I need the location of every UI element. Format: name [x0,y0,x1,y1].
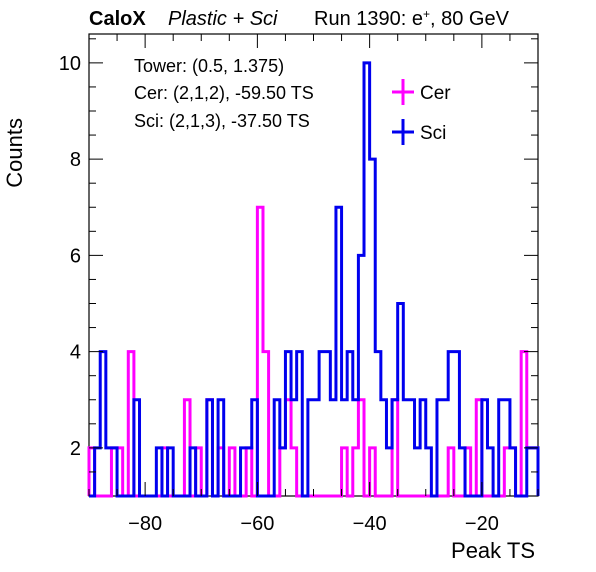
title-subtitle: Plastic + Sci [168,8,278,30]
tick-layer: −80 −60 −40 −20 2 4 6 8 10 [59,34,539,535]
annotation-tower: Tower: (0.5, 1.375) [134,56,284,76]
x-axis-title: Peak TS [451,538,535,563]
x-tick-label: −40 [353,513,387,535]
plot-frame [88,33,539,497]
x-tick-label: −20 [465,513,499,535]
legend-entry-cer: Cer [392,79,451,105]
x-tick-label: −60 [240,513,274,535]
y-tick-label: 2 [70,438,81,460]
annotation-sci: Sci: (2,1,3), -37.50 TS [134,111,310,131]
title-run: Run 1390: e+, 80 GeV [314,7,510,30]
y-tick-label: 10 [59,53,81,75]
title-run-suffix: , 80 GeV [430,8,510,30]
x-tick-label: −80 [128,513,162,535]
title-run-sup: + [423,7,430,21]
y-tick-label: 8 [70,149,81,171]
y-tick-label: 6 [70,245,81,267]
title-run-prefix: Run 1390: e [314,8,423,30]
y-axis-title: Counts [2,118,27,188]
chart-title: CaloX Plastic + Sci Run 1390: e+, 80 GeV [89,7,510,30]
histogram-layer [87,61,540,498]
legend-label-cer: Cer [420,83,451,104]
annotation-cer: Cer: (2,1,2), -59.50 TS [134,83,314,103]
histogram-sci [89,61,540,498]
legend-entry-sci: Sci [392,119,446,145]
title-brand: CaloX [89,8,146,30]
legend-label-sci: Sci [420,123,446,144]
y-tick-label: 4 [70,342,81,364]
legend: Cer Sci [392,79,451,145]
annotation-box: Tower: (0.5, 1.375) Cer: (2,1,2), -59.50… [134,56,314,131]
